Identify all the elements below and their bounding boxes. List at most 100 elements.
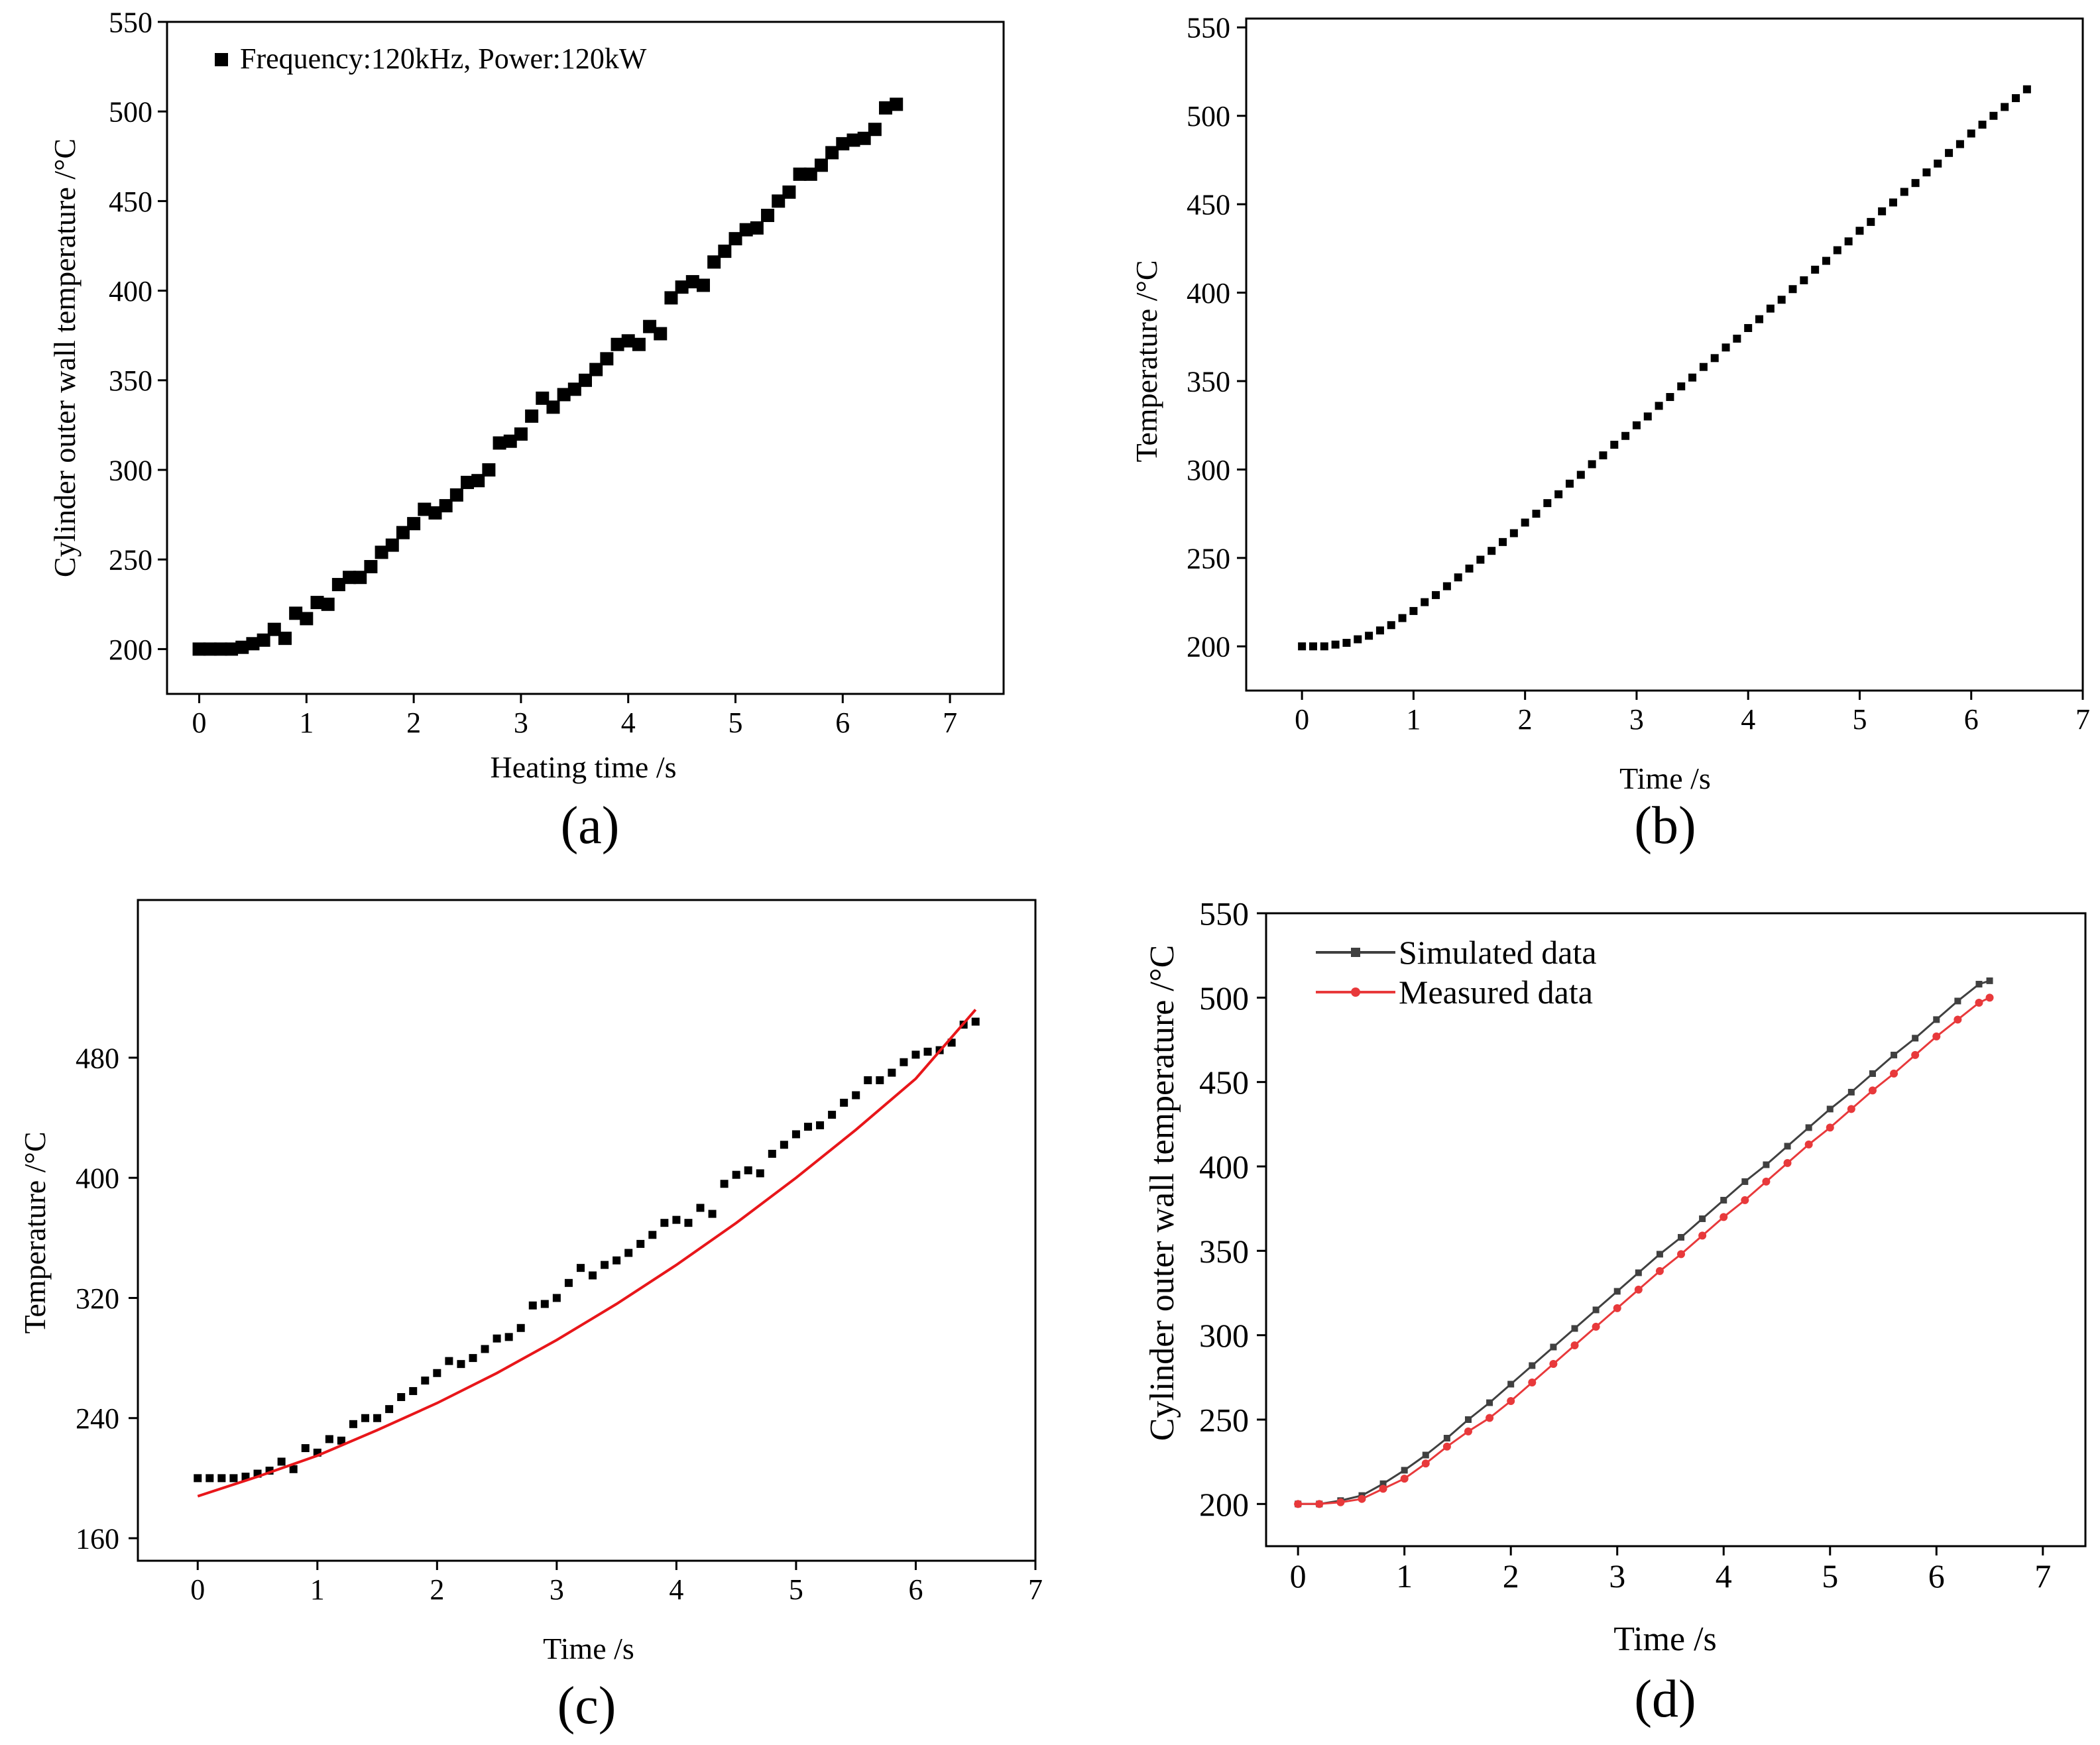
- data-point: [739, 223, 753, 237]
- data-point: [289, 606, 303, 620]
- data-point: [768, 1149, 776, 1158]
- y-tick-label: 500: [1187, 100, 1230, 133]
- y-axis-label: Cylinder outer wall temperature /°C: [1143, 945, 1181, 1441]
- data-point: [1554, 490, 1563, 498]
- data-point: [648, 1231, 657, 1239]
- data-point: [1847, 1105, 1855, 1113]
- data-point: [1320, 642, 1328, 651]
- data-point: [407, 517, 421, 531]
- x-tick-label: 3: [514, 706, 528, 739]
- x-tick-label: 5: [1852, 703, 1867, 736]
- data-point: [1635, 1269, 1642, 1276]
- y-tick-label: 250: [1199, 1402, 1249, 1439]
- data-point: [1421, 598, 1429, 606]
- data-point: [536, 391, 550, 405]
- legend: Frequency:120kHz, Power:120kW: [215, 42, 647, 75]
- data-point: [493, 436, 506, 450]
- data-point: [1698, 1231, 1707, 1240]
- data-point: [457, 1360, 465, 1369]
- y-tick-label: 350: [1187, 365, 1230, 398]
- x-tick-label: 6: [908, 1573, 923, 1606]
- data-point: [803, 167, 817, 181]
- x-tick-label: 6: [835, 706, 850, 739]
- x-tick-label: 5: [789, 1573, 803, 1606]
- y-axis-label: Temperature /°C: [1130, 260, 1163, 462]
- data-point: [225, 642, 239, 656]
- data-point: [685, 275, 699, 289]
- y-tick-label: 450: [109, 186, 152, 218]
- data-point: [1358, 1494, 1366, 1503]
- data-point: [525, 409, 539, 423]
- data-point: [349, 1420, 357, 1428]
- data-marks: [1294, 977, 1994, 1508]
- data-point: [1398, 614, 1407, 622]
- data-point: [1788, 285, 1797, 294]
- data-point: [1532, 510, 1541, 518]
- data-point: [1442, 582, 1451, 591]
- data-point: [707, 255, 721, 269]
- y-axis-label: Temperature /°C: [18, 1131, 52, 1333]
- data-point: [337, 1436, 345, 1445]
- y-tick-label: 400: [1187, 277, 1230, 310]
- y-tick-label: 500: [1199, 980, 1249, 1017]
- data-point: [564, 1278, 573, 1287]
- data-point: [1900, 188, 1908, 196]
- data-point: [1922, 168, 1931, 177]
- data-point: [1507, 1380, 1515, 1388]
- x-ticks: 0 1 2 3 4 5 6 7: [1295, 691, 2090, 736]
- data-point: [600, 352, 614, 366]
- data-point: [868, 123, 882, 137]
- data-point: [1822, 256, 1830, 265]
- y-tick-label: 550: [1199, 895, 1249, 932]
- data-point: [1678, 1233, 1685, 1241]
- data-point: [1570, 1341, 1579, 1349]
- data-point: [1890, 1069, 1898, 1078]
- data-point: [504, 1333, 513, 1341]
- x-tick-label: 4: [1716, 1557, 1732, 1595]
- data-point: [246, 637, 260, 651]
- data-point: [1867, 217, 1875, 226]
- data-point: [301, 1444, 310, 1453]
- data-point: [1543, 499, 1552, 508]
- data-point: [1656, 1251, 1663, 1258]
- data-point: [445, 1357, 453, 1365]
- x-tick-label: 2: [1518, 703, 1533, 736]
- data-point: [750, 221, 764, 235]
- data-point: [1967, 129, 1975, 138]
- y-axis-label: Cylinder outer wall temperature /°C: [48, 139, 82, 577]
- data-point: [756, 1169, 764, 1178]
- x-tick-label: 1: [1396, 1557, 1413, 1595]
- data-point: [1354, 635, 1362, 644]
- data-point: [194, 1474, 202, 1483]
- x-ticks: 0 1 2 3 4 5 6 7: [1290, 1546, 2051, 1595]
- x-tick-label: 0: [192, 706, 207, 739]
- data-point: [439, 499, 453, 513]
- data-point: [493, 1334, 501, 1343]
- panel-a: 0 1 2 3 4 5 6 7 200 250 300 350 400 450 500 550 Freque…: [48, 6, 1005, 855]
- series-line: [1298, 996, 1991, 1505]
- y-tick-label: 350: [1199, 1233, 1249, 1270]
- data-point: [1549, 1359, 1558, 1368]
- legend-label-measured: Measured data: [1399, 974, 1593, 1011]
- data-point: [528, 1301, 537, 1310]
- panel-c: 0 1 2 3 4 5 6 7 160 240 320 400 480 Time /s Tempera…: [18, 899, 1043, 1735]
- panel-b: 0 1 2 3 4 5 6 7 200 250 300 350 400 450 500 550 Time /…: [1130, 12, 2090, 855]
- data-point: [516, 1323, 525, 1332]
- data-point: [718, 245, 732, 258]
- data-point: [1975, 998, 1983, 1007]
- data-point: [1720, 1196, 1727, 1204]
- data-point: [1804, 1140, 1813, 1149]
- data-point: [1699, 363, 1708, 371]
- data-point: [611, 337, 624, 351]
- data-point: [1766, 304, 1775, 313]
- data-point: [546, 400, 560, 414]
- data-point: [1432, 591, 1440, 599]
- data-point: [1985, 993, 1994, 1002]
- data-point: [636, 1239, 645, 1248]
- data-point: [1486, 1414, 1494, 1422]
- y-tick-label: 450: [1199, 1064, 1249, 1101]
- data-point: [418, 502, 432, 516]
- data-point: [816, 1121, 825, 1129]
- data-point: [1342, 638, 1351, 647]
